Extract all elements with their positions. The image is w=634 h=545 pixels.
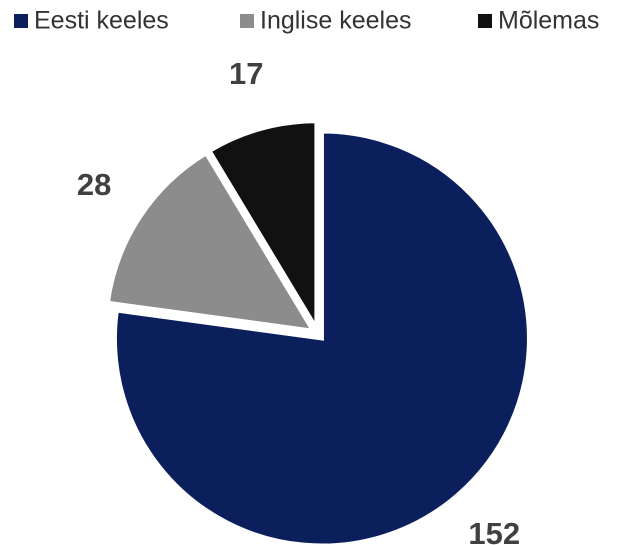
legend-swatch xyxy=(14,14,28,28)
legend-label: Eesti keeles xyxy=(34,7,169,35)
data-label: 17 xyxy=(229,56,263,91)
pie-slice xyxy=(112,129,531,545)
data-label: 152 xyxy=(468,516,520,545)
legend-swatch xyxy=(240,14,254,28)
pie-slice xyxy=(206,119,319,336)
legend-swatch xyxy=(478,14,492,28)
legend-label: Mõlemas xyxy=(498,7,599,35)
legend-label: Inglise keeles xyxy=(260,7,411,35)
data-label: 28 xyxy=(77,167,111,202)
pie-slice xyxy=(105,150,317,334)
